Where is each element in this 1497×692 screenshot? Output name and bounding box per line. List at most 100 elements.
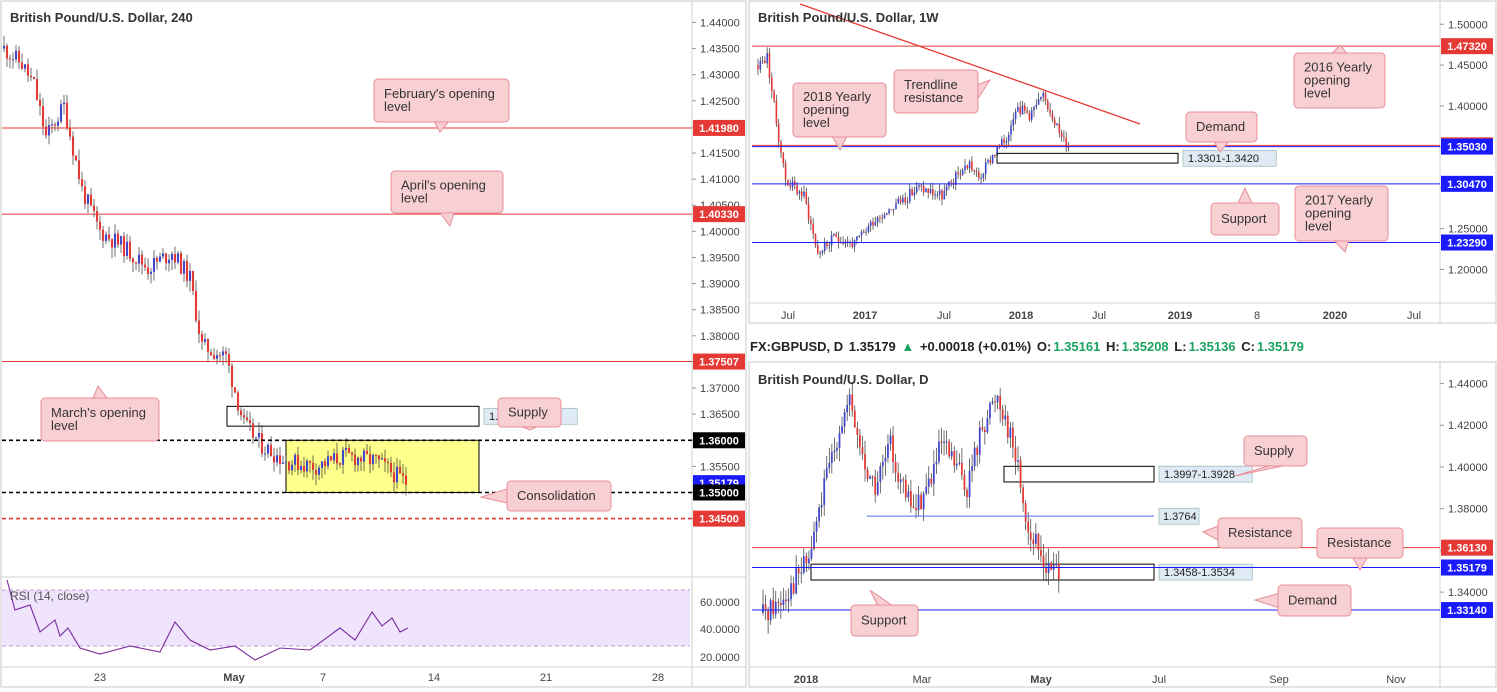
d1-ytick-label: 1.34000 [1448, 587, 1488, 599]
callout-box-inner [42, 399, 158, 440]
w1-chart[interactable]: 1.500001.450001.400001.350001.300001.250… [749, 1, 1496, 323]
w1-candle [1067, 147, 1070, 149]
w1-candle [973, 169, 976, 172]
w1-trendline-resistance[interactable] [799, 3, 1141, 125]
callout-box-inner [508, 482, 610, 510]
w1-candle [904, 197, 907, 203]
w1-candle [1005, 140, 1008, 143]
h4-candle [104, 234, 108, 241]
h4-candle [206, 339, 210, 353]
h4-chart[interactable]: 1.440001.435001.430001.425001.420001.415… [1, 1, 746, 687]
d1-candle [907, 491, 910, 498]
w1-candle [1007, 134, 1010, 141]
d1-chart[interactable]: 1.440001.420001.400001.380001.360001.340… [749, 362, 1496, 687]
h4-price-tag [693, 206, 745, 223]
d1-candle [927, 478, 930, 487]
d1-candle [836, 447, 838, 451]
h4-ytick-label: 1.41500 [700, 148, 740, 160]
d1-candle [938, 441, 940, 462]
d1-candle [828, 462, 831, 469]
w1-ytick-label: 1.45000 [1448, 60, 1488, 72]
up-arrow-icon: ▲ [901, 339, 915, 354]
callout-text: Resistance [1228, 525, 1292, 540]
w1-candle [851, 242, 854, 247]
d1-candle [917, 494, 920, 511]
h4-candle [344, 448, 348, 451]
rsi-tick-label: 60.0000 [700, 597, 740, 609]
h4-candle [320, 461, 324, 468]
d1-callout[interactable]: Support [850, 589, 919, 637]
callout-text: Demand [1196, 119, 1245, 134]
w1-candle [796, 184, 798, 194]
h4-candle [353, 454, 357, 466]
d1-callout[interactable]: Resistance [1316, 527, 1404, 571]
h4-ytick-label: 1.36500 [700, 409, 740, 421]
w1-candle [837, 236, 840, 243]
h4-candle [107, 234, 111, 240]
d1-candle [1040, 549, 1042, 557]
w1-candle [964, 165, 966, 170]
h4-candle [224, 351, 228, 355]
h4-candle [314, 470, 318, 475]
h4-price-tag-label: 1.40330 [699, 209, 739, 221]
d1-candle [1019, 460, 1022, 488]
d1-callout[interactable]: Demand [1253, 584, 1352, 617]
h4-zone[interactable] [226, 405, 480, 427]
ohlc-change: +0.00018 (+0.01%) [919, 339, 1032, 354]
w1-candle [918, 185, 920, 187]
d1-candle [983, 429, 986, 433]
h4-candle [164, 253, 168, 264]
w1-candle [807, 203, 810, 220]
d1-candle [818, 507, 820, 522]
w1-candle [1021, 105, 1024, 115]
w1-price-tag-label: 1.35030 [1447, 142, 1487, 154]
d1-zone-tag [1158, 465, 1253, 483]
w1-callout[interactable]: Support [1210, 186, 1280, 236]
d1-candle [881, 461, 884, 467]
callout-box-inner [1296, 187, 1387, 240]
h4-candle [83, 186, 87, 204]
d1-zone[interactable] [810, 563, 1155, 581]
w1-candle [1017, 106, 1019, 112]
h4-price-tag-label: 1.36000 [699, 435, 739, 447]
callout-text: opening [803, 102, 849, 117]
w1-candle [759, 60, 762, 70]
d1-candle [1050, 562, 1053, 570]
callout-text: level [1305, 219, 1332, 234]
d1-candle [961, 462, 963, 475]
h4-candle [77, 160, 81, 180]
h4-zone[interactable] [285, 439, 480, 493]
d1-candle [810, 548, 813, 559]
h4-callout[interactable]: Consolidation [479, 480, 612, 512]
w1-ytick-label: 1.40000 [1448, 101, 1488, 113]
d1-callout[interactable]: Supply [1234, 435, 1308, 477]
h4-ytick-label: 1.43500 [700, 44, 740, 56]
w1-callout[interactable]: Demand [1185, 111, 1258, 153]
h4-candle [266, 444, 270, 454]
w1-price-tag-label: 1.30470 [1447, 179, 1487, 191]
d1-callout[interactable]: Resistance [1201, 517, 1303, 549]
w1-candle [1023, 105, 1026, 111]
w1-zone[interactable] [996, 152, 1179, 164]
h4-candle [254, 437, 258, 439]
d1-candle [986, 418, 989, 433]
callout-text: 2016 Yearly [1304, 60, 1372, 75]
d1-zone[interactable] [1003, 465, 1155, 483]
w1-candle [938, 190, 941, 195]
w1-candle [927, 188, 930, 193]
h4-candle [392, 472, 396, 483]
h4-candle [122, 236, 126, 256]
callout-text: resistance [904, 90, 963, 105]
h4-callout[interactable]: Supply [497, 397, 562, 431]
h4-candle [251, 423, 255, 438]
w1-candle [814, 233, 817, 246]
callout-box-inner [392, 172, 502, 212]
